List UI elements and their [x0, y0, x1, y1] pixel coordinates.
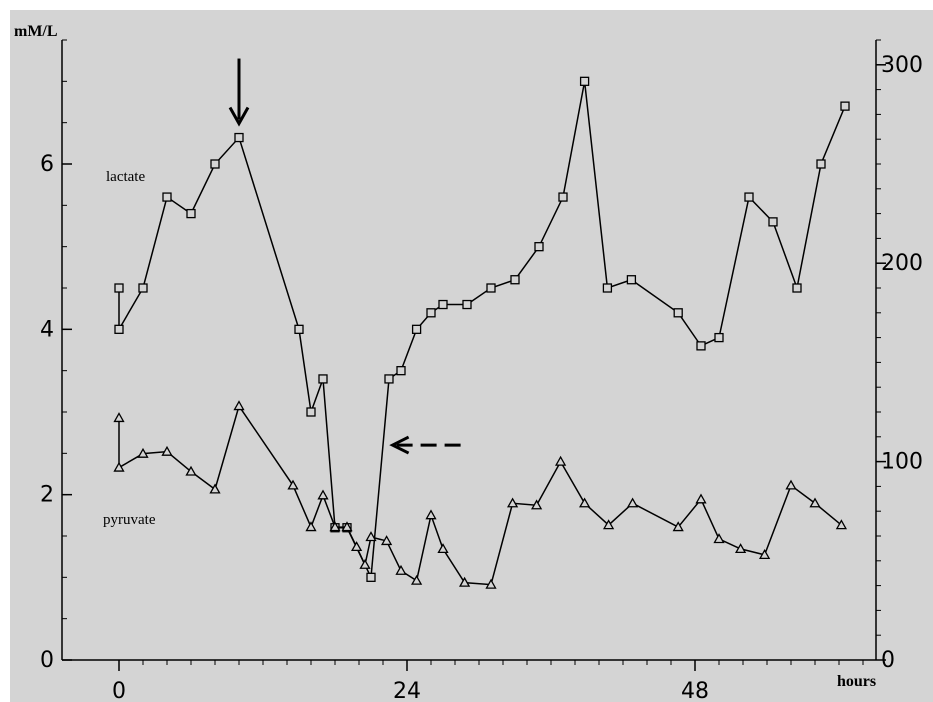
pyruvate-point	[365, 531, 377, 542]
left-y-tick-label: 4	[40, 317, 54, 342]
pyruvate-point	[437, 543, 449, 554]
y-axis-label: mM/L	[14, 23, 58, 40]
lactate-point	[306, 407, 316, 417]
lactate-point	[138, 283, 148, 293]
series-label-lactate: lactate	[106, 169, 145, 185]
lactate-point	[714, 332, 724, 343]
lactate-point	[186, 208, 196, 219]
right-y-tick-label: 200	[881, 251, 923, 276]
left-y-tick-label: 2	[40, 483, 54, 508]
lactate-point	[366, 572, 376, 582]
lactate-point	[396, 366, 406, 376]
pyruvate-point	[113, 412, 125, 423]
dashed-arrow-left	[389, 435, 463, 455]
right-y-tick-label: 100	[881, 450, 923, 475]
pyruvate-point	[809, 497, 821, 508]
pyruvate-point	[672, 521, 684, 532]
lactate-point	[602, 283, 613, 293]
solid-arrow-down	[228, 58, 250, 127]
axes	[61, 39, 886, 671]
series-pyruvate	[113, 400, 848, 589]
lactate-point	[744, 192, 754, 202]
lactate-point	[210, 159, 220, 169]
pyruvate-point	[485, 578, 497, 589]
pyruvate-point	[287, 479, 299, 490]
pyruvate-point	[341, 521, 353, 532]
lactate-point	[558, 192, 568, 202]
left-y-tick-label: 0	[40, 648, 54, 673]
lactate-point	[114, 324, 124, 334]
pyruvate-point	[425, 509, 437, 520]
pyruvate-point	[578, 497, 591, 508]
lactate-point	[673, 308, 683, 318]
lactate-point	[840, 101, 850, 111]
pyruvate-point	[626, 497, 639, 508]
left-y-tick-label: 6	[40, 152, 54, 177]
pyruvate-point	[530, 499, 543, 510]
lactate-point	[816, 159, 826, 169]
lactate-point	[234, 132, 244, 143]
x-axis-label: hours	[837, 673, 876, 690]
pyruvate-point	[713, 533, 725, 544]
pyruvate-point	[233, 400, 245, 411]
lactate-point	[792, 283, 802, 293]
pyruvate-point	[458, 576, 471, 587]
lactate-point	[318, 374, 328, 384]
lactate-point	[294, 324, 304, 334]
pyruvate-point	[554, 455, 567, 466]
pyruvate-point	[305, 521, 317, 532]
lactate-line	[118, 81, 846, 581]
pyruvate-point	[161, 445, 173, 456]
lactate-point	[162, 192, 172, 202]
pyruvate-point	[317, 489, 329, 500]
pyruvate-point	[410, 574, 423, 585]
right-y-tick-label: 300	[881, 53, 923, 78]
pyruvate-point	[695, 493, 707, 504]
pyruvate-point	[350, 541, 363, 552]
lactate-point	[768, 217, 778, 227]
pyruvate-point	[329, 521, 341, 532]
pyruvate-point	[734, 543, 747, 554]
pyruvate-point	[602, 519, 615, 530]
series-label-pyruvate: pyruvate	[103, 512, 156, 528]
lactate-point	[696, 341, 706, 351]
lactate-point	[438, 299, 448, 310]
lactate-point	[579, 76, 590, 86]
series-lactate	[114, 76, 850, 582]
annotation-layer	[228, 58, 463, 455]
lactate-point	[626, 275, 637, 285]
pyruvate-point	[185, 465, 197, 476]
x-tick-label: 24	[393, 679, 421, 702]
x-tick-label: 48	[681, 679, 709, 702]
pyruvate-point	[113, 461, 125, 472]
pyruvate-point	[359, 558, 371, 569]
pyruvate-point	[758, 549, 771, 559]
pyruvate-point	[785, 479, 797, 490]
x-tick-label: 0	[112, 679, 126, 702]
lactate-point	[384, 374, 394, 384]
lactate-point	[510, 275, 520, 285]
pyruvate-point	[380, 535, 393, 546]
pyruvate-point	[506, 497, 519, 508]
lactate-point	[486, 283, 496, 293]
pyruvate-point	[395, 564, 407, 575]
plot-background	[10, 10, 933, 702]
lactate-point	[462, 299, 472, 310]
right-y-tick-label: 0	[881, 648, 895, 673]
lactate-point	[114, 283, 124, 293]
pyruvate-point	[137, 447, 149, 458]
lactate-point	[534, 242, 544, 252]
pyruvate-line	[118, 404, 842, 586]
pyruvate-point	[209, 483, 221, 494]
series-layer	[113, 76, 850, 589]
pyruvate-point	[835, 519, 848, 530]
lactate-point	[411, 324, 422, 334]
lactate-point	[426, 308, 436, 318]
